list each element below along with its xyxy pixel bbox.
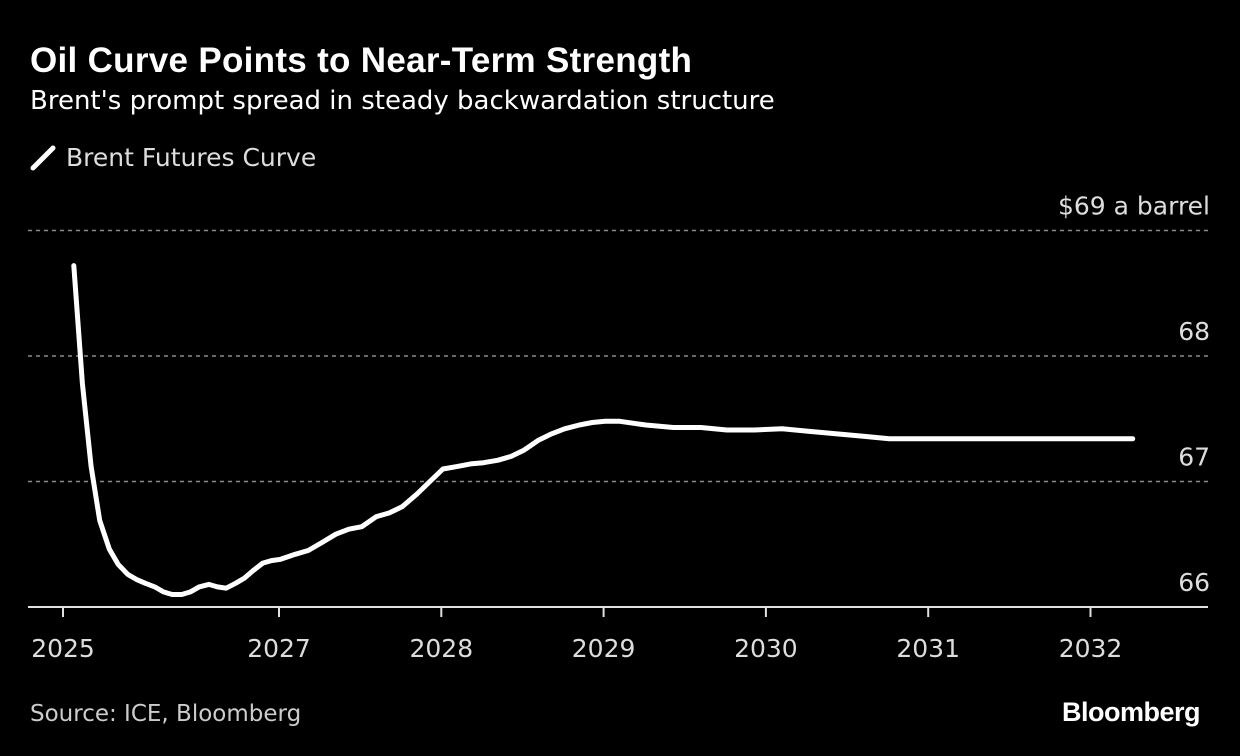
source-note: Source: ICE, Bloomberg bbox=[30, 701, 302, 727]
series-line-brent-futures-curve bbox=[71, 263, 1136, 597]
chart-subtitle: Brent's prompt spread in steady backward… bbox=[30, 86, 775, 116]
legend: Brent Futures Curve bbox=[30, 142, 316, 174]
series bbox=[71, 263, 1136, 597]
legend-label: Brent Futures Curve bbox=[66, 143, 317, 172]
x-tick-label: 2030 bbox=[734, 634, 798, 663]
x-tick-label: 2027 bbox=[247, 634, 311, 663]
x-tick-label: 2031 bbox=[896, 634, 960, 663]
brand-logo: Bloomberg bbox=[1061, 697, 1201, 727]
y-axis-labels: 66 67 68 $69 a barrel bbox=[1058, 192, 1210, 598]
y-tick-label: $69 a barrel bbox=[1058, 192, 1210, 221]
x-tick-label: 2032 bbox=[1059, 634, 1123, 663]
chart-title: Oil Curve Points to Near-Term Strength bbox=[30, 41, 693, 80]
x-tick-label: 2028 bbox=[409, 634, 473, 663]
gridlines bbox=[28, 229, 1208, 608]
y-tick-label: 68 bbox=[1178, 317, 1210, 346]
x-tick-label: 2029 bbox=[572, 634, 636, 663]
x-axis: 2025 2027 2028 2029 2030 2031 2032 bbox=[31, 607, 1122, 663]
y-tick-label: 66 bbox=[1178, 568, 1210, 597]
x-tick-label: 2025 bbox=[31, 634, 95, 663]
legend-line-icon bbox=[30, 145, 56, 171]
y-tick-label: 67 bbox=[1178, 443, 1210, 472]
